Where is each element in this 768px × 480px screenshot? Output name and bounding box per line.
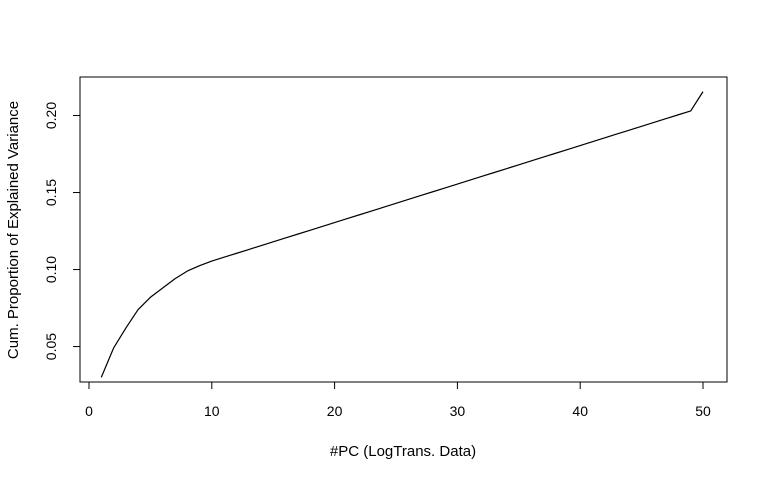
y-tick-label: 0.20 [43, 102, 59, 129]
x-axis: 0 10 20 30 40 50 [85, 381, 711, 419]
x-tick-label: 30 [450, 403, 466, 419]
x-tick-label: 10 [204, 403, 220, 419]
plot-box [79, 76, 728, 383]
x-axis-title: #PC (LogTrans. Data) [330, 443, 476, 460]
y-tick-label: 0.10 [43, 256, 59, 283]
y-axis-title: Cum. Proportion of Explained Variance [5, 101, 22, 359]
x-tick-label: 50 [695, 403, 711, 419]
y-tick-label: 0.15 [43, 179, 59, 206]
x-tick-label: 20 [327, 403, 343, 419]
y-axis: 0.05 0.10 0.15 0.20 [43, 102, 81, 360]
y-tick-label: 0.05 [43, 333, 59, 360]
x-tick-label: 40 [572, 403, 588, 419]
x-tick-label: 0 [85, 403, 93, 419]
series-line [100, 91, 704, 378]
plot-content [100, 91, 704, 378]
